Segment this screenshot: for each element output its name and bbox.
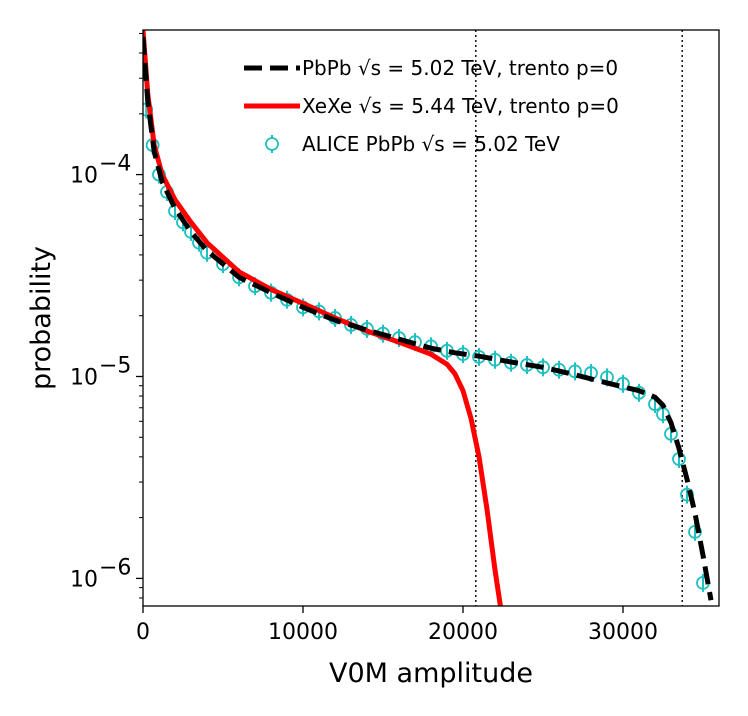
y-tick-exponent: −6: [99, 555, 131, 580]
x-tick-label: 30000: [588, 620, 658, 645]
y-axis-label: probability: [26, 246, 57, 390]
y-tick-label: 10: [70, 164, 98, 189]
y-tick-label: 10: [70, 365, 98, 390]
legend-swatch: [265, 137, 279, 151]
legend-label: PbPb √s = 5.02 TeV, trento p=0: [302, 56, 618, 80]
series-pbpb-line: [143, 36, 714, 601]
series-layer: [143, 30, 714, 606]
legend-label: ALICE PbPb √s = 5.02 TeV: [302, 132, 560, 156]
legend-item: ALICE PbPb √s = 5.02 TeV: [265, 132, 560, 156]
vertical-reference-lines: [475, 30, 683, 606]
x-tick-label: 20000: [428, 620, 498, 645]
y-tick-label: 10: [70, 567, 98, 592]
data-point: [632, 385, 646, 400]
x-tick-label: 10000: [268, 620, 338, 645]
legend-label: XeXe √s = 5.44 TeV, trento p=0: [302, 94, 619, 118]
legend: PbPb √s = 5.02 TeV, trento p=0 XeXe √s = …: [244, 56, 619, 156]
x-axis-label: V0M amplitude: [329, 658, 533, 689]
y-tick-exponent: −4: [99, 152, 131, 177]
legend-item: XeXe √s = 5.44 TeV, trento p=0: [244, 94, 619, 118]
x-tick-label: 0: [136, 620, 150, 645]
plot-frame: [142, 29, 720, 607]
legend-item: PbPb √s = 5.02 TeV, trento p=0: [244, 56, 618, 80]
y-tick-exponent: −5: [99, 353, 131, 378]
